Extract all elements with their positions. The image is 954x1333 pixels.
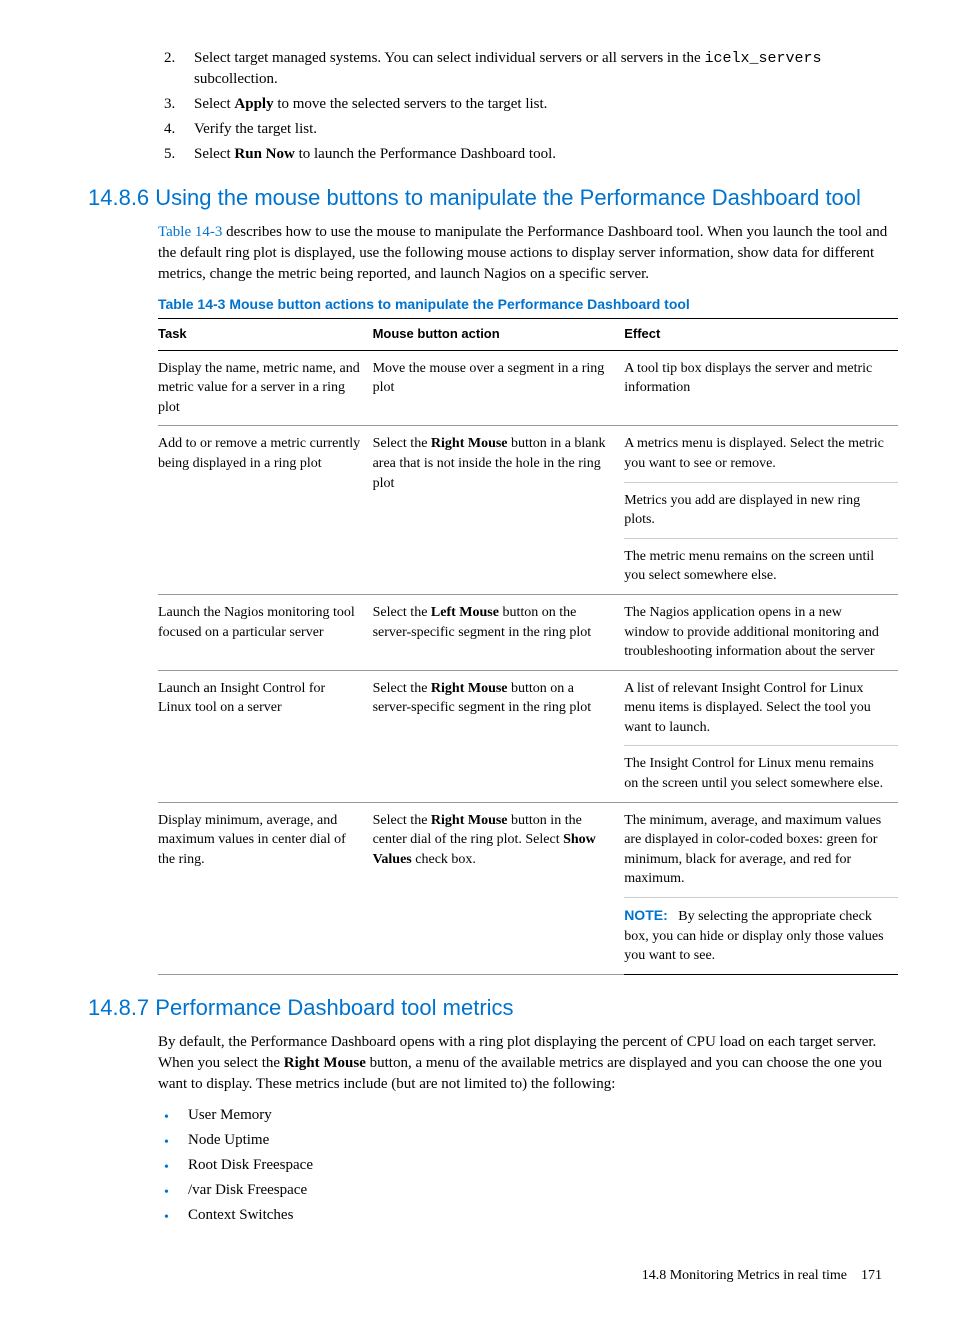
step-number: 2. xyxy=(164,48,175,69)
bullet-item: /var Disk Freespace xyxy=(158,1180,890,1201)
cell-effect: The Insight Control for Linux menu remai… xyxy=(624,746,898,802)
step-item: 3. Select Apply to move the selected serv… xyxy=(164,94,890,115)
table-header-action: Mouse button action xyxy=(373,319,625,350)
table-caption: Table 14-3 Mouse button actions to manip… xyxy=(158,295,890,315)
numbered-steps: 2. Select target managed systems. You can… xyxy=(164,48,890,165)
cell-action: Select the Right Mouse button in the cen… xyxy=(373,802,625,974)
step-text: Select Run Now to launch the Performance… xyxy=(194,146,556,162)
step-text: Select Apply to move the selected server… xyxy=(194,96,547,112)
cell-effect: The minimum, average, and maximum values… xyxy=(624,802,898,897)
table-header-task: Task xyxy=(158,319,373,350)
cell-effect: The Nagios application opens in a new wi… xyxy=(624,594,898,670)
page-footer: 14.8 Monitoring Metrics in real time 171 xyxy=(88,1266,890,1286)
section-14-8-6-para: Table 14-3 describes how to use the mous… xyxy=(158,222,890,285)
step-number: 3. xyxy=(164,94,175,115)
footer-page-number: 171 xyxy=(861,1268,882,1283)
cell-action: Move the mouse over a segment in a ring … xyxy=(373,350,625,426)
metrics-bullet-list: User Memory Node Uptime Root Disk Freespac… xyxy=(158,1105,890,1226)
cell-effect: Metrics you add are displayed in new rin… xyxy=(624,482,898,538)
bullet-item: User Memory xyxy=(158,1105,890,1126)
cell-action: Select the Left Mouse button on the serv… xyxy=(373,594,625,670)
table-row: Launch the Nagios monitoring tool focuse… xyxy=(158,594,898,670)
step-number: 5. xyxy=(164,144,175,165)
bullet-item: Root Disk Freespace xyxy=(158,1155,890,1176)
step-item: 2. Select target managed systems. You can… xyxy=(164,48,890,90)
cell-action: Select the Right Mouse button in a blank… xyxy=(373,426,625,595)
cell-effect: A list of relevant Insight Control for L… xyxy=(624,670,898,746)
table-row: Display the name, metric name, and metri… xyxy=(158,350,898,426)
cell-task: Add to or remove a metric currently bein… xyxy=(158,426,373,595)
table-header-effect: Effect xyxy=(624,319,898,350)
cell-effect: A tool tip box displays the server and m… xyxy=(624,350,898,426)
bullet-item: Node Uptime xyxy=(158,1130,890,1151)
cell-effect: A metrics menu is displayed. Select the … xyxy=(624,426,898,482)
section-heading-14-8-7: 14.8.7 Performance Dashboard tool metric… xyxy=(88,993,890,1024)
cell-effect: The metric menu remains on the screen un… xyxy=(624,538,898,594)
step-number: 4. xyxy=(164,119,175,140)
cell-task: Launch an Insight Control for Linux tool… xyxy=(158,670,373,802)
mouse-actions-table: Task Mouse button action Effect Display … xyxy=(158,318,898,974)
step-text: Verify the target list. xyxy=(194,121,317,137)
cell-task: Display the name, metric name, and metri… xyxy=(158,350,373,426)
table-row: Launch an Insight Control for Linux tool… xyxy=(158,670,898,746)
table-body: Display the name, metric name, and metri… xyxy=(158,350,898,974)
step-item: 5. Select Run Now to launch the Performan… xyxy=(164,144,890,165)
table-row: Add to or remove a metric currently bein… xyxy=(158,426,898,482)
step-item: 4. Verify the target list. xyxy=(164,119,890,140)
table-row: Display minimum, average, and maximum va… xyxy=(158,802,898,897)
section-heading-14-8-6: 14.8.6 Using the mouse buttons to manipu… xyxy=(88,183,890,214)
cell-task: Display minimum, average, and maximum va… xyxy=(158,802,373,974)
footer-section-label: 14.8 Monitoring Metrics in real time xyxy=(642,1268,847,1283)
bullet-item: Context Switches xyxy=(158,1205,890,1226)
cell-effect: NOTE: By selecting the appropriate check… xyxy=(624,898,898,975)
cell-task: Launch the Nagios monitoring tool focuse… xyxy=(158,594,373,670)
step-text: Select target managed systems. You can s… xyxy=(194,50,821,87)
section-14-8-7-para: By default, the Performance Dashboard op… xyxy=(158,1032,890,1095)
cell-action: Select the Right Mouse button on a serve… xyxy=(373,670,625,802)
